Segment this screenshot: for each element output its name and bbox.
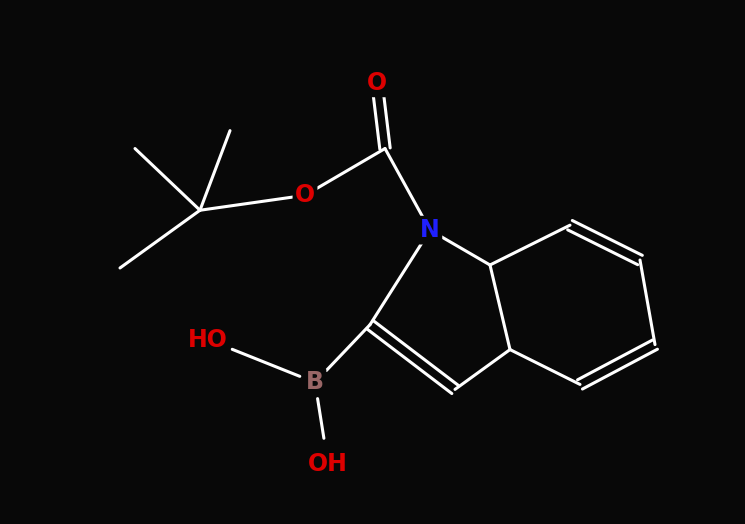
Text: OH: OH (308, 452, 348, 476)
Text: B: B (306, 370, 324, 395)
Text: O: O (367, 71, 387, 95)
Text: N: N (420, 218, 440, 242)
Text: HO: HO (188, 328, 228, 352)
Text: O: O (295, 183, 315, 208)
